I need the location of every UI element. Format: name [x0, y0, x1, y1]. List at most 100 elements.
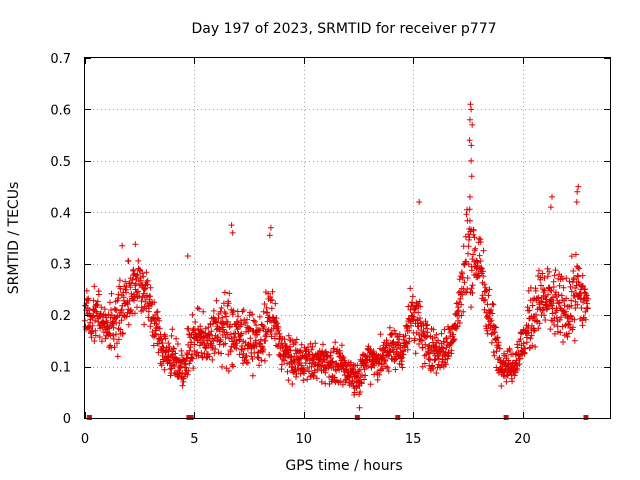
data-point: [213, 319, 220, 326]
data-points: [81, 101, 591, 411]
data-point: [432, 356, 439, 363]
data-point: [498, 383, 505, 389]
data-point: [239, 346, 246, 353]
data-point: [249, 356, 256, 362]
data-point: [562, 311, 569, 318]
data-point: [190, 365, 197, 372]
data-point: [483, 314, 490, 320]
data-point: [96, 334, 103, 340]
data-point: [560, 284, 567, 291]
data-point: [509, 378, 516, 385]
data-point: [388, 332, 395, 338]
data-point: [544, 273, 551, 280]
data-point: [571, 337, 578, 344]
data-point: [466, 137, 473, 144]
data-point: [207, 332, 213, 339]
data-point: [542, 293, 548, 300]
data-point: [311, 369, 318, 376]
data-point: [179, 382, 186, 389]
data-point: [516, 361, 523, 367]
data-point: [357, 379, 364, 386]
data-point: [178, 347, 185, 354]
data-point: [506, 347, 513, 354]
data-point: [300, 377, 307, 384]
data-point: [545, 291, 551, 298]
data-point: [382, 358, 389, 365]
data-point: [370, 348, 377, 355]
data-point: [402, 332, 409, 339]
data-point: [139, 270, 146, 277]
data-point: [467, 116, 473, 123]
data-point: [356, 404, 363, 411]
data-point: [312, 340, 319, 347]
data-point: [409, 293, 416, 300]
baseline-marker: [503, 415, 509, 420]
data-point: [559, 276, 566, 282]
data-point: [233, 345, 240, 352]
data-point: [391, 327, 398, 334]
data-point: [98, 304, 105, 311]
data-point: [337, 378, 344, 385]
data-point: [230, 307, 237, 314]
data-point: [263, 304, 270, 311]
data-point: [541, 312, 548, 319]
data-point: [549, 193, 555, 200]
data-point: [570, 275, 577, 281]
data-point: [529, 342, 536, 349]
data-point: [435, 337, 442, 344]
y-tick-label: 0.4: [50, 206, 71, 221]
x-tick-label: 20: [514, 432, 531, 447]
data-point: [429, 362, 436, 369]
data-point: [464, 206, 470, 213]
data-point: [470, 251, 477, 258]
data-point: [558, 314, 565, 321]
data-point: [188, 339, 195, 346]
data-point: [281, 336, 288, 343]
data-point: [370, 360, 377, 367]
y-tick-label: 0.6: [50, 103, 71, 118]
data-point: [539, 270, 546, 277]
data-point: [119, 330, 126, 336]
data-point: [196, 306, 203, 312]
data-point: [492, 324, 499, 331]
data-point: [558, 273, 565, 280]
data-point: [227, 348, 234, 355]
data-point: [85, 295, 92, 302]
data-point: [220, 326, 227, 333]
data-point: [146, 305, 152, 312]
data-point: [376, 371, 383, 378]
data-point: [259, 322, 266, 329]
data-point: [244, 360, 251, 366]
data-point: [557, 329, 564, 336]
data-point: [134, 271, 141, 278]
data-point: [156, 325, 163, 332]
x-tick-label: 15: [405, 432, 422, 447]
data-point: [122, 278, 129, 285]
data-point: [220, 341, 227, 348]
data-point: [227, 331, 234, 338]
x-tick-label: 5: [190, 432, 198, 447]
data-point: [124, 301, 131, 308]
data-point: [542, 317, 549, 323]
data-point: [547, 326, 554, 333]
data-point: [90, 297, 97, 304]
data-point: [406, 335, 413, 342]
data-point: [442, 361, 449, 368]
y-tick-label: 0.3: [50, 258, 71, 273]
data-point: [141, 286, 148, 293]
plot-frame: [84, 57, 611, 419]
data-point: [547, 287, 554, 294]
data-point: [262, 337, 269, 344]
data-point: [169, 351, 176, 358]
data-point: [158, 336, 165, 343]
data-point: [436, 355, 442, 362]
data-point: [151, 299, 158, 306]
data-point: [132, 241, 139, 248]
data-point: [464, 286, 471, 293]
data-point: [253, 322, 260, 329]
data-point: [289, 381, 296, 387]
data-point: [194, 305, 201, 311]
data-point: [242, 320, 249, 327]
data-point: [550, 278, 557, 285]
data-point: [417, 303, 424, 310]
